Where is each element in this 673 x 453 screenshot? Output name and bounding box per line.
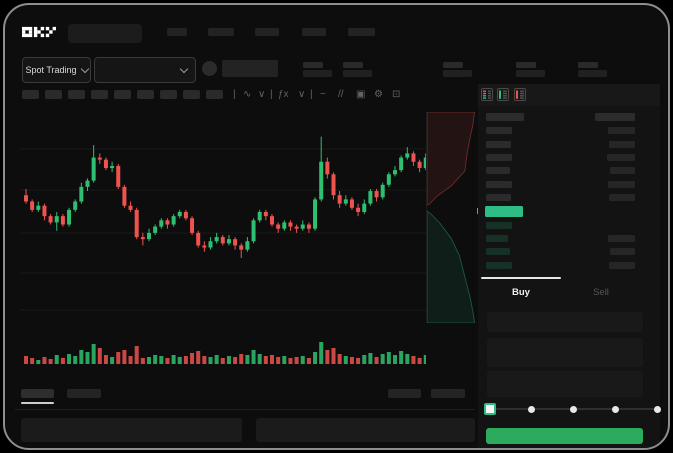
drawing-tool-placeholder[interactable]: [137, 90, 154, 99]
ask-row-amount[interactable]: [610, 167, 635, 174]
bottom-tab-underline: [21, 402, 54, 404]
drawing-tool-placeholder[interactable]: [206, 90, 223, 99]
orderbook-last-price: [485, 206, 523, 217]
chevron-down-icon[interactable]: ∨: [298, 89, 306, 100]
divider: |: [233, 89, 236, 100]
bottom-tab-active[interactable]: [21, 389, 54, 398]
volume-series: [24, 342, 426, 364]
chart-right-border: [426, 112, 427, 323]
candlestick-chart[interactable]: [20, 110, 426, 368]
market-type-select[interactable]: Spot Trading: [22, 57, 91, 83]
tab-sell[interactable]: Sell: [561, 287, 641, 298]
tab-buy[interactable]: Buy: [481, 287, 561, 298]
drawing-tool-placeholder[interactable]: [91, 90, 108, 99]
chevron-down-icon: [80, 64, 89, 73]
ask-row-price[interactable]: [486, 141, 511, 148]
ask-row-amount[interactable]: [609, 141, 635, 148]
compare-icon[interactable]: //: [338, 89, 344, 100]
device-frame: Spot Trading | ∿ ∨ | ƒx ∨ | ~ // ▣ ⚙ ⊡: [3, 3, 670, 450]
okx-logo[interactable]: [22, 26, 56, 38]
ask-row-price[interactable]: [486, 181, 512, 188]
tab-sell-label: Sell: [593, 287, 609, 298]
bid-row-price[interactable]: [486, 248, 510, 255]
history-panel-placeholder: [256, 418, 475, 442]
search-input[interactable]: [68, 24, 142, 43]
chevron-down-icon[interactable]: ∨: [258, 89, 266, 100]
indicators-icon[interactable]: ƒx: [278, 89, 289, 100]
divider: |: [270, 89, 273, 100]
buy-tab-indicator: [481, 277, 561, 279]
bid-row-amount[interactable]: [609, 262, 635, 269]
bid-row-price[interactable]: [486, 235, 508, 242]
amount-input[interactable]: [487, 338, 643, 367]
ticker-stat-value: [578, 70, 607, 77]
depth-chart: [427, 112, 475, 323]
orderbook-header-amount: [595, 113, 635, 121]
ticker-stat-value: [303, 70, 332, 77]
drawing-tool-placeholder[interactable]: [183, 90, 200, 99]
ticker-stat-value: [443, 70, 472, 77]
nav-item-placeholder[interactable]: [255, 28, 279, 36]
drawing-tool-placeholder[interactable]: [160, 90, 177, 99]
orderbook-layout-both-icon[interactable]: [481, 88, 493, 101]
drawing-tool-placeholder[interactable]: [114, 90, 131, 99]
bottom-action-placeholder[interactable]: [388, 389, 421, 398]
slider-stop[interactable]: [569, 405, 577, 413]
total-input[interactable]: [487, 371, 643, 397]
line-type-icon[interactable]: ~: [320, 89, 326, 100]
ask-row-price[interactable]: [486, 127, 512, 134]
ticker-stat-label: [303, 62, 323, 68]
tab-buy-label: Buy: [512, 287, 530, 298]
ask-row-amount[interactable]: [608, 127, 635, 134]
percent-slider-handle[interactable]: [484, 403, 496, 415]
slider-stop[interactable]: [527, 405, 535, 413]
nav-item-placeholder[interactable]: [167, 28, 187, 36]
bid-row-price[interactable]: [486, 262, 512, 269]
ticker-stat-value: [516, 70, 545, 77]
bid-row-price[interactable]: [486, 222, 512, 229]
ask-row-price[interactable]: [486, 167, 510, 174]
ticker-stat-value: [343, 70, 372, 77]
ticker-stat-label: [578, 62, 598, 68]
app-screen: Spot Trading | ∿ ∨ | ƒx ∨ | ~ // ▣ ⚙ ⊡: [5, 5, 668, 448]
bottom-tab[interactable]: [67, 389, 101, 398]
fullscreen-icon[interactable]: ⊡: [392, 89, 401, 100]
nav-item-placeholder[interactable]: [302, 28, 326, 36]
orderbook-layout-asks-icon[interactable]: [514, 88, 526, 101]
orderbook-header-price: [486, 113, 524, 121]
ticker-stat-label: [516, 62, 536, 68]
bid-row-amount[interactable]: [610, 248, 635, 255]
ask-row-price[interactable]: [486, 154, 512, 161]
ticker-stat-label: [343, 62, 363, 68]
bottom-divider: [15, 409, 475, 410]
orderbook-layout-bids-icon[interactable]: [497, 88, 509, 101]
pair-select[interactable]: [94, 57, 196, 83]
divider: |: [310, 89, 313, 100]
pair-name-placeholder: [222, 60, 278, 77]
drawing-tool-placeholder[interactable]: [68, 90, 85, 99]
chevron-down-icon: [179, 64, 189, 73]
coin-avatar: [202, 61, 217, 76]
buy-button[interactable]: [486, 428, 643, 444]
price-input[interactable]: [487, 312, 643, 332]
ask-row-amount[interactable]: [609, 194, 635, 201]
market-type-label: Spot Trading: [25, 65, 77, 75]
settings-icon[interactable]: ⚙: [374, 89, 383, 100]
orders-panel-placeholder: [21, 418, 242, 442]
ask-row-amount[interactable]: [607, 154, 635, 161]
chart-style-icon[interactable]: ∿: [243, 89, 252, 100]
candlestick-series: [24, 136, 426, 258]
nav-item-placeholder[interactable]: [208, 28, 234, 36]
drawing-tool-placeholder[interactable]: [22, 90, 39, 99]
drawing-tool-placeholder[interactable]: [45, 90, 62, 99]
camera-icon[interactable]: ▣: [356, 89, 366, 100]
bottom-action-placeholder[interactable]: [431, 389, 465, 398]
nav-item-placeholder[interactable]: [348, 28, 375, 36]
slider-stop[interactable]: [653, 405, 661, 413]
bid-row-amount[interactable]: [608, 235, 635, 242]
ticker-stat-label: [443, 62, 463, 68]
ask-row-amount[interactable]: [608, 181, 635, 188]
slider-stop[interactable]: [611, 405, 619, 413]
ask-row-price[interactable]: [486, 194, 511, 201]
